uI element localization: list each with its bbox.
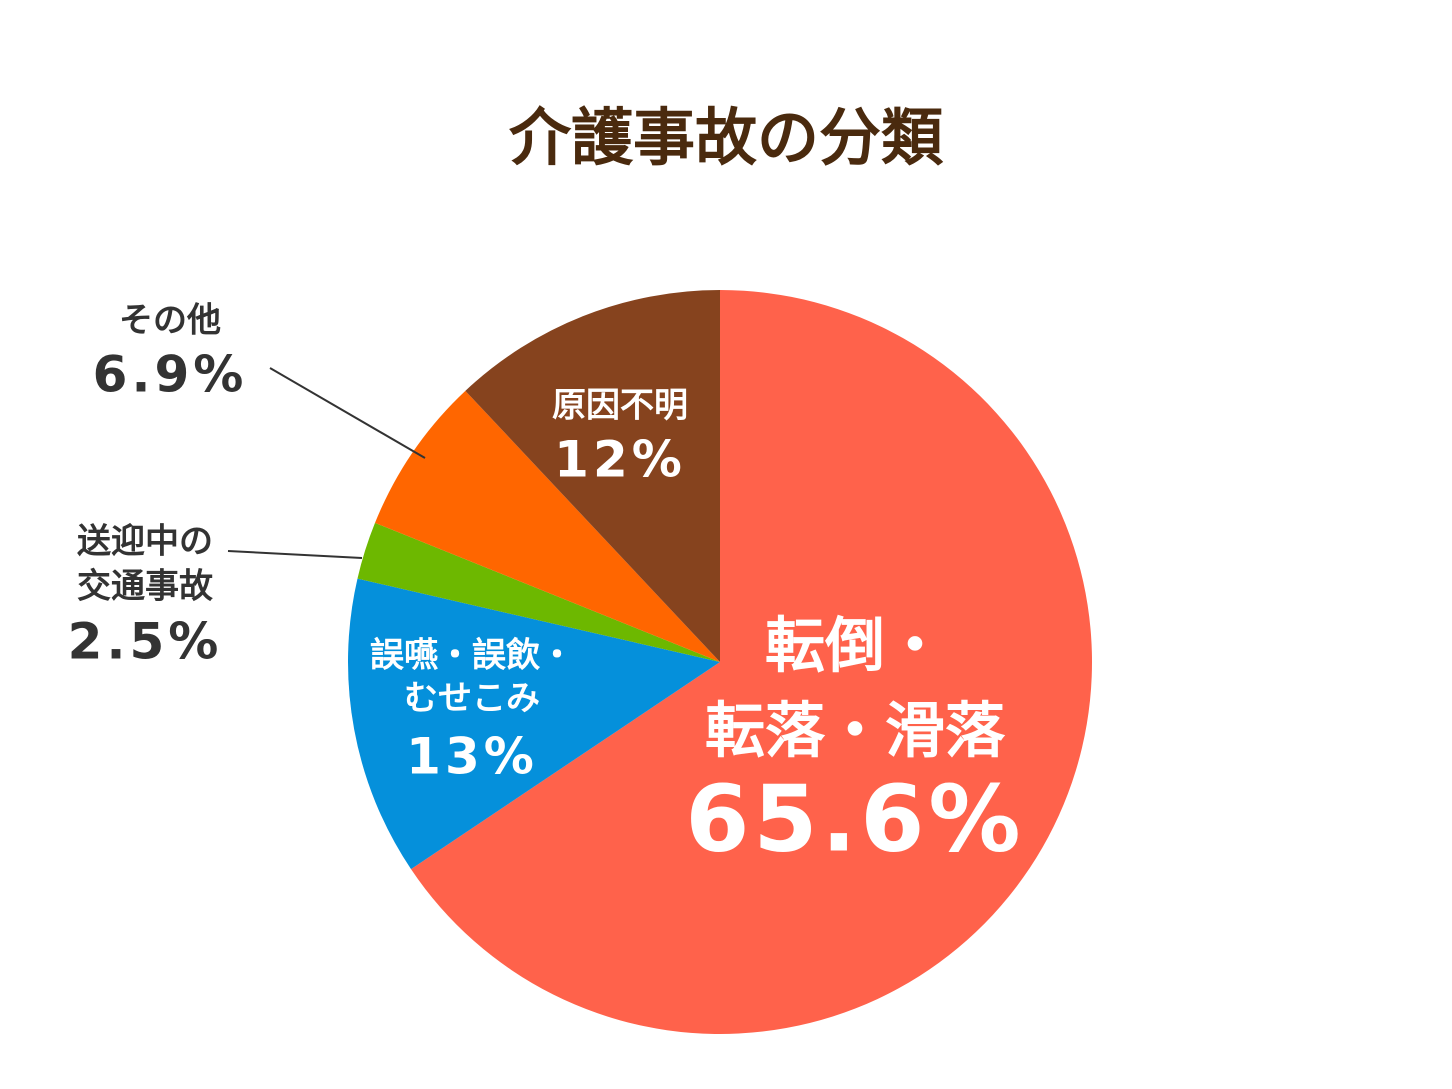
slice-label: 転落・滑落	[705, 697, 1006, 767]
chart-title: 介護事故の分類	[509, 101, 944, 174]
value-label: 13%	[406, 728, 538, 786]
pie-slice	[465, 290, 720, 662]
slice-label: 送迎中の	[77, 522, 213, 562]
value-label: 2.5%	[68, 613, 223, 671]
pie-slice	[357, 522, 720, 662]
pie-slice	[411, 290, 1092, 1034]
slice-label: 原因不明	[552, 386, 688, 426]
value-label: 65.6%	[685, 765, 1024, 872]
leader-line	[269, 367, 426, 459]
value-label: 6.9%	[93, 346, 248, 404]
pie-slice	[374, 390, 720, 662]
slice-label: 交通事故	[77, 567, 213, 607]
slice-label: 転倒・	[765, 612, 945, 682]
value-label: 12%	[554, 431, 686, 489]
slice-label: むせこみ	[404, 679, 540, 719]
slice-label: 誤嚥・誤飲・	[370, 636, 574, 676]
pie-slice	[348, 578, 720, 870]
slice-label: その他	[119, 301, 221, 341]
leader-line	[227, 550, 363, 559]
